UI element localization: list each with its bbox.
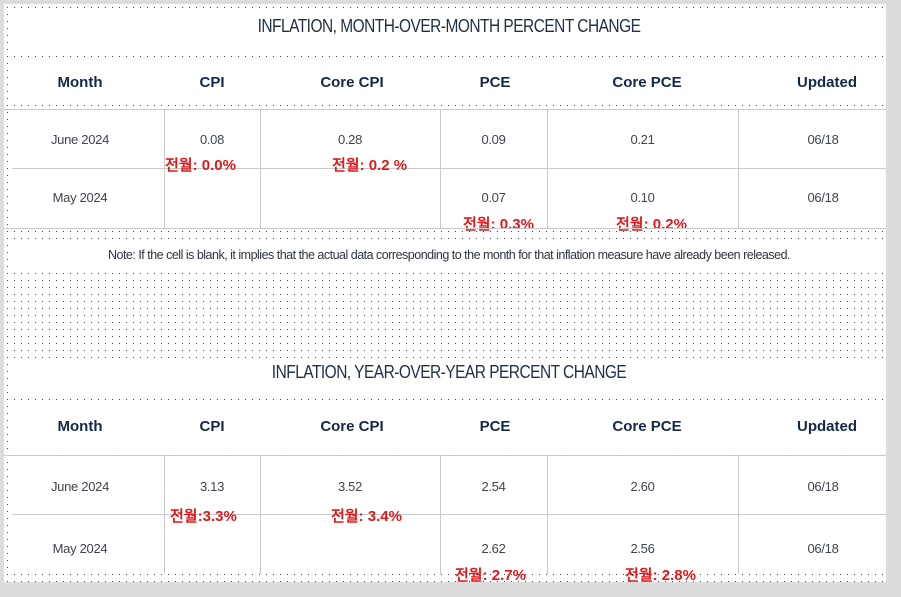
yoy-row2-core-pce: 2.56 xyxy=(630,541,655,556)
mom-title: INFLATION, MONTH-OVER-MONTH PERCENT CHAN… xyxy=(257,16,641,36)
mom-row2-updated: 06/18 xyxy=(807,190,839,205)
yoy-row1-pce: 2.54 xyxy=(481,479,506,494)
mom-row1-pce: 0.09 xyxy=(481,132,506,147)
yoy-row1-cpi: 3.13 xyxy=(199,479,225,494)
yoy-row2-pce: 2.62 xyxy=(481,541,506,556)
yoy-header-divider xyxy=(4,455,886,456)
yoy-header-cpi: CPI xyxy=(199,418,225,435)
mom-table-body: June 2024 0.08 0.28 0.09 0.21 06/18 May … xyxy=(12,110,886,228)
yoy-row2-updated: 06/18 xyxy=(807,541,839,556)
yoy-annotation-pce: 전월: 2.7% xyxy=(455,567,526,584)
mom-header-cpi: CPI xyxy=(199,74,225,91)
mom-annotation-cpi: 전월: 0.0% xyxy=(165,157,236,174)
yoy-header-core-cpi: Core CPI xyxy=(320,418,384,435)
yoy-annotation-core-pce: 전월: 2.8% xyxy=(625,567,696,584)
yoy-row2-month: May 2024 xyxy=(52,541,108,556)
yoy-table-body: June 2024 3.13 3.52 2.54 2.60 06/18 May … xyxy=(12,456,886,574)
yoy-title-panel: INFLATION, YEAR-OVER-YEAR PERCENT CHANGE xyxy=(12,360,886,394)
mom-row2-pce: 0.07 xyxy=(481,190,506,205)
mom-annotation-core-cpi: 전월: 0.2 % xyxy=(332,157,408,174)
yoy-row1-month: June 2024 xyxy=(50,479,110,494)
mom-row2-core-pce: 0.10 xyxy=(630,190,655,205)
yoy-header-updated: Updated xyxy=(797,418,857,435)
mom-header-core-cpi: Core CPI xyxy=(320,74,384,91)
mom-row2-month: May 2024 xyxy=(52,190,108,205)
mom-row1-month: June 2024 xyxy=(50,132,110,147)
mom-header-updated: Updated xyxy=(797,74,857,91)
mom-annotation-pce: 전월: 0.3% xyxy=(463,216,534,233)
yoy-annotation-core-cpi: 전월: 3.4% xyxy=(331,508,402,525)
yoy-title: INFLATION, YEAR-OVER-YEAR PERCENT CHANGE xyxy=(271,362,627,382)
yoy-header-pce: PCE xyxy=(479,418,511,435)
yoy-row1-core-pce: 2.60 xyxy=(630,479,655,494)
mom-row1-cpi: 0.08 xyxy=(199,132,225,147)
mom-annotation-core-pce: 전월: 0.2% xyxy=(616,216,687,233)
mom-header-panel: Month CPI Core CPI PCE Core PCE Updated xyxy=(12,58,886,105)
yoy-header-month: Month xyxy=(57,418,103,435)
mom-header-divider xyxy=(4,109,886,110)
mom-header-month: Month xyxy=(57,74,103,91)
yoy-row1-core-cpi: 3.52 xyxy=(337,479,363,494)
yoy-annotation-cpi: 전월:3.3% xyxy=(170,508,237,525)
yoy-row-divider xyxy=(12,514,886,515)
mom-note-panel: Note: If the cell is blank, it implies t… xyxy=(12,240,886,270)
yoy-row1-updated: 06/18 xyxy=(807,479,839,494)
yoy-header-panel: Month CPI Core CPI PCE Core PCE Updated xyxy=(12,402,886,451)
mom-row-divider xyxy=(12,168,886,169)
mom-header-core-pce: Core PCE xyxy=(612,74,682,91)
mom-note: Note: If the cell is blank, it implies t… xyxy=(107,248,791,262)
yoy-header-core-pce: Core PCE xyxy=(612,418,682,435)
mom-row1-updated: 06/18 xyxy=(807,132,839,147)
mom-title-panel: INFLATION, MONTH-OVER-MONTH PERCENT CHAN… xyxy=(12,14,886,50)
mom-row1-core-cpi: 0.28 xyxy=(337,132,363,147)
document-canvas: INFLATION, MONTH-OVER-MONTH PERCENT CHAN… xyxy=(4,4,886,584)
mom-header-pce: PCE xyxy=(479,74,511,91)
mom-row1-core-pce: 0.21 xyxy=(630,132,655,147)
